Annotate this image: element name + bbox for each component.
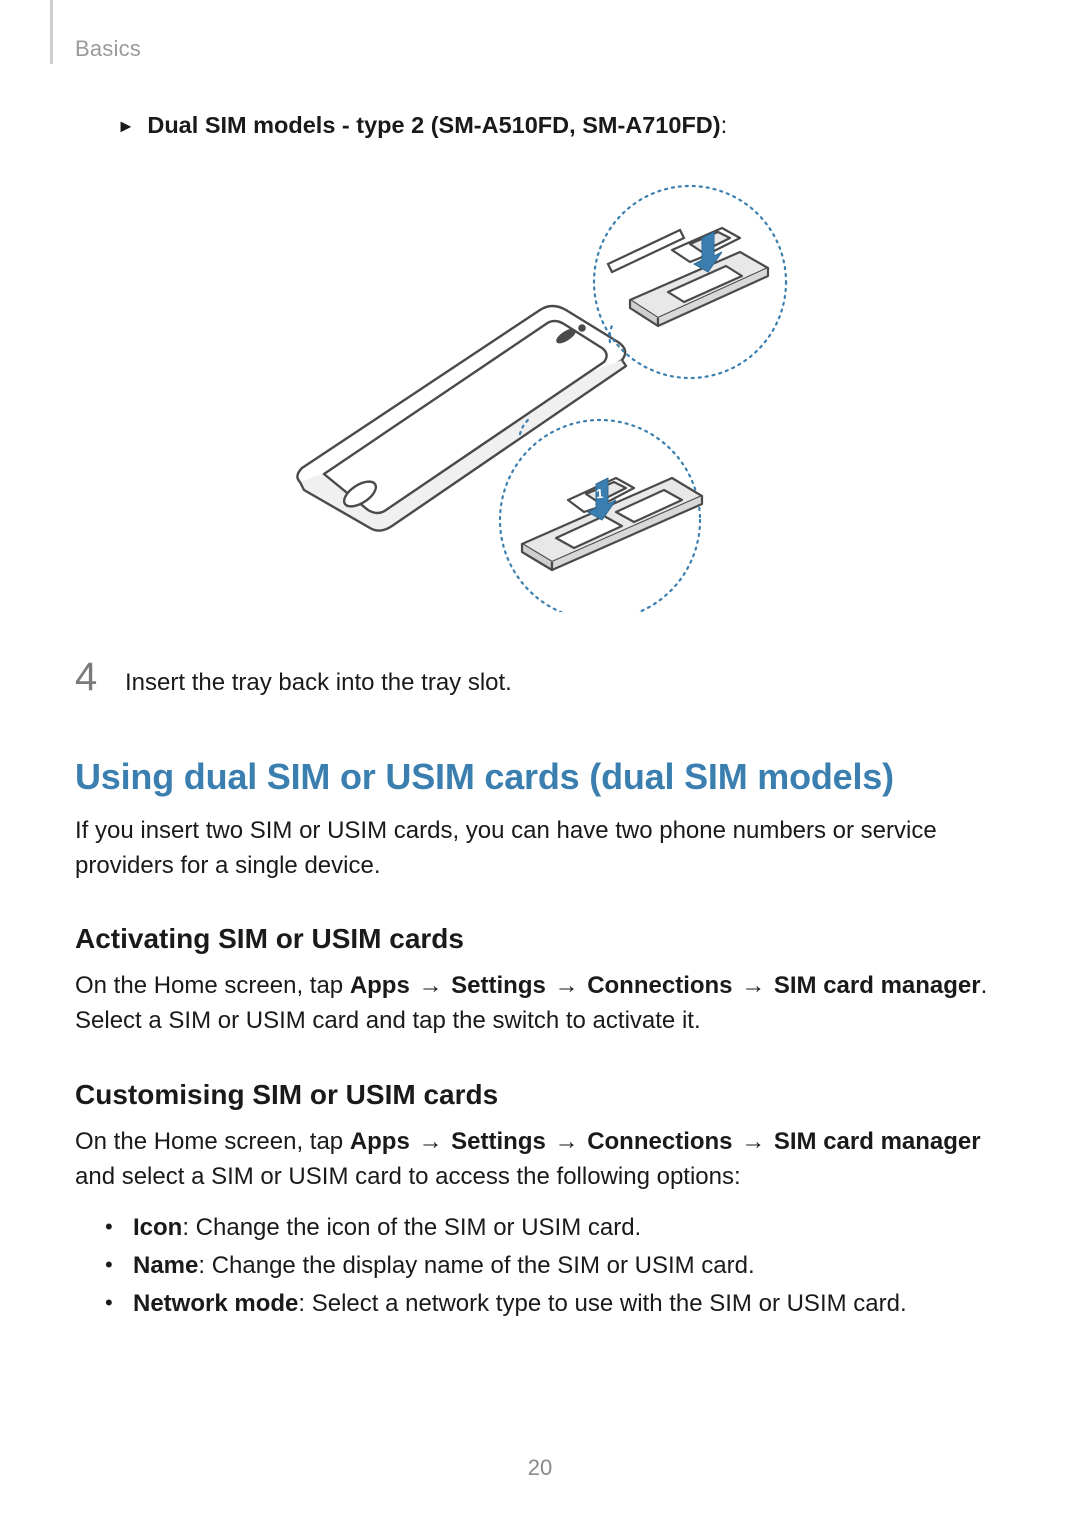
model-bullet-tail: : bbox=[721, 112, 728, 138]
header-divider bbox=[50, 0, 53, 64]
path-connections: Connections bbox=[587, 972, 732, 999]
list-item: Icon: Change the icon of the SIM or USIM… bbox=[105, 1209, 1005, 1247]
page: Basics ► Dual SIM models - type 2 (SM-A5… bbox=[0, 0, 1080, 1527]
page-content: ► Dual SIM models - type 2 (SM-A510FD, S… bbox=[75, 110, 1005, 1324]
option-text: : Change the icon of the SIM or USIM car… bbox=[182, 1214, 641, 1241]
option-text: : Change the display name of the SIM or … bbox=[198, 1252, 754, 1279]
header-section-label: Basics bbox=[75, 36, 141, 62]
arrow-icon: → bbox=[546, 1128, 587, 1155]
text: On the Home screen, tap bbox=[75, 972, 350, 999]
arrow-icon: → bbox=[410, 972, 451, 999]
option-label: Network mode bbox=[133, 1290, 298, 1317]
subheading-activating: Activating SIM or USIM cards bbox=[75, 923, 1005, 955]
text: On the Home screen, tap bbox=[75, 1128, 350, 1155]
arrow-icon: → bbox=[733, 972, 774, 999]
option-label: Icon bbox=[133, 1214, 182, 1241]
section-heading: Using dual SIM or USIM cards (dual SIM m… bbox=[75, 756, 1005, 798]
figure-dual-sim-tray: 1 bbox=[75, 172, 1005, 617]
path-sim-manager: SIM card manager bbox=[774, 1128, 981, 1155]
text: and select a SIM or USIM card to access … bbox=[75, 1163, 741, 1190]
triangle-bullet-icon: ► bbox=[117, 114, 135, 138]
step-4: 4 Insert the tray back into the tray slo… bbox=[75, 655, 1005, 700]
path-sim-manager: SIM card manager bbox=[774, 972, 981, 999]
options-list: Icon: Change the icon of the SIM or USIM… bbox=[75, 1209, 1005, 1324]
svg-text:1: 1 bbox=[596, 485, 604, 500]
list-item: Network mode: Select a network type to u… bbox=[105, 1285, 1005, 1323]
step-text: Insert the tray back into the tray slot. bbox=[125, 669, 512, 697]
option-text: : Select a network type to use with the … bbox=[298, 1290, 906, 1317]
path-connections: Connections bbox=[587, 1128, 732, 1155]
arrow-icon: → bbox=[546, 972, 587, 999]
path-apps: Apps bbox=[350, 972, 410, 999]
path-settings: Settings bbox=[451, 1128, 546, 1155]
path-apps: Apps bbox=[350, 1128, 410, 1155]
sim-tray-illustration: 1 bbox=[270, 172, 810, 612]
arrow-icon: → bbox=[410, 1128, 451, 1155]
model-bullet: ► Dual SIM models - type 2 (SM-A510FD, S… bbox=[117, 110, 1005, 142]
subheading-customising: Customising SIM or USIM cards bbox=[75, 1079, 1005, 1111]
page-number: 20 bbox=[0, 1455, 1080, 1481]
intro-paragraph: If you insert two SIM or USIM cards, you… bbox=[75, 814, 1005, 884]
arrow-icon: → bbox=[733, 1128, 774, 1155]
option-label: Name bbox=[133, 1252, 198, 1279]
activating-paragraph: On the Home screen, tap Apps → Settings … bbox=[75, 969, 1005, 1039]
path-settings: Settings bbox=[451, 972, 546, 999]
customising-paragraph: On the Home screen, tap Apps → Settings … bbox=[75, 1125, 1005, 1195]
step-number: 4 bbox=[75, 655, 125, 700]
model-bullet-bold: Dual SIM models - type 2 (SM-A510FD, SM-… bbox=[147, 112, 720, 138]
list-item: Name: Change the display name of the SIM… bbox=[105, 1247, 1005, 1285]
